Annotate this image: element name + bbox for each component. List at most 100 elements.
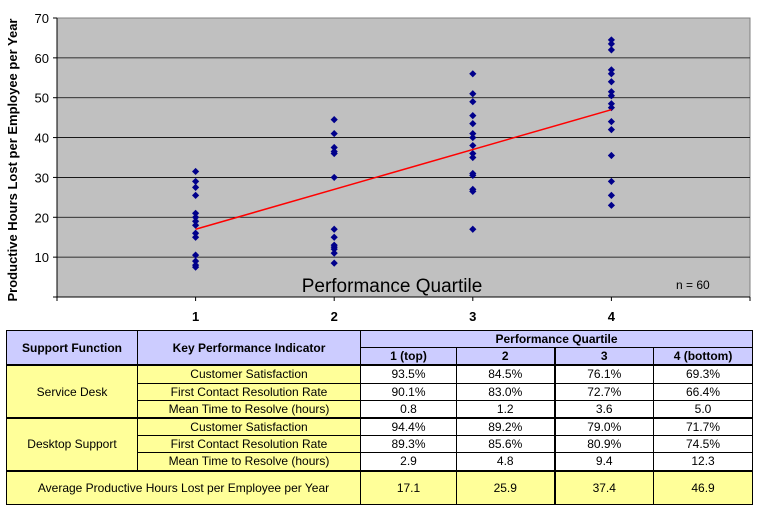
data-point bbox=[192, 177, 200, 186]
data-point bbox=[607, 118, 615, 126]
data-point bbox=[330, 143, 338, 152]
data-point bbox=[607, 191, 615, 199]
table-cell: 90.1% bbox=[360, 382, 457, 401]
footer-cell: 46.9 bbox=[652, 470, 754, 505]
header-support-function: Support Function bbox=[6, 330, 138, 367]
data-point bbox=[607, 36, 615, 44]
table-cell: 2.9 bbox=[360, 452, 457, 472]
data-point bbox=[607, 201, 615, 209]
table-subheader-row: 1 (top) 2 3 4 (bottom) bbox=[7, 347, 754, 367]
y-tick-label: 70 bbox=[35, 11, 49, 26]
data-point bbox=[192, 263, 200, 271]
table-cell: 69.3% bbox=[652, 364, 754, 384]
data-point bbox=[330, 129, 338, 138]
data-point bbox=[192, 251, 200, 259]
header-quartile-2: 2 bbox=[456, 347, 555, 367]
data-point bbox=[330, 245, 338, 253]
table-cell: 1.2 bbox=[456, 399, 555, 419]
table-row: Mean Time to Resolve (hours) 2.9 4.8 9.4… bbox=[7, 452, 754, 472]
data-point bbox=[192, 167, 200, 176]
header-kpi: Key Performance Indicator bbox=[137, 330, 361, 367]
kpi-label: Mean Time to Resolve (hours) bbox=[137, 399, 361, 419]
data-point bbox=[607, 46, 615, 54]
y-tick-label: 40 bbox=[35, 131, 49, 146]
gridlines bbox=[57, 57, 750, 258]
header-quartile-4: 4 (bottom) bbox=[652, 347, 754, 367]
data-point bbox=[330, 149, 338, 158]
table-header-row: Support Function Key Performance Indicat… bbox=[6, 329, 754, 367]
data-point bbox=[469, 225, 477, 233]
y-axis-title: Productive Hours Lost per Employee per Y… bbox=[5, 19, 20, 302]
data-point bbox=[607, 88, 615, 96]
data-point bbox=[192, 209, 200, 217]
table-cell: 83.0% bbox=[456, 382, 555, 401]
data-point bbox=[607, 92, 615, 100]
trend-line bbox=[195, 108, 612, 230]
data-point bbox=[607, 78, 615, 86]
kpi-label: Customer Satisfaction bbox=[137, 364, 361, 384]
table-cell: 71.7% bbox=[652, 417, 754, 437]
data-point bbox=[330, 116, 338, 124]
data-point bbox=[469, 171, 477, 180]
table-cell: 72.7% bbox=[553, 382, 654, 401]
data-point bbox=[330, 259, 338, 267]
table-cell: 89.2% bbox=[456, 417, 555, 437]
data-point bbox=[192, 233, 200, 241]
data-point bbox=[607, 70, 615, 78]
table-cell: 9.4 bbox=[553, 452, 654, 472]
y-tick-label: 20 bbox=[35, 210, 49, 225]
table-row: First Contact Resolution Rate 90.1% 83.0… bbox=[7, 382, 754, 401]
data-point bbox=[607, 100, 615, 108]
y-tick-label: 30 bbox=[35, 170, 49, 185]
footer-cell: 37.4 bbox=[553, 470, 654, 505]
table-cell: 74.5% bbox=[652, 435, 754, 454]
data-point bbox=[469, 149, 477, 158]
x-tick-label: 1 bbox=[192, 309, 199, 324]
data-point bbox=[192, 191, 200, 199]
footer-cell: 25.9 bbox=[456, 470, 555, 505]
kpi-label: First Contact Resolution Rate bbox=[137, 382, 361, 401]
table-cell: 66.4% bbox=[652, 382, 754, 401]
kpi-label: Mean Time to Resolve (hours) bbox=[137, 452, 361, 472]
y-tick-label: 10 bbox=[35, 250, 49, 265]
data-point bbox=[469, 129, 477, 138]
footer-cell: 17.1 bbox=[360, 470, 457, 505]
data-point bbox=[469, 70, 477, 78]
data-point bbox=[330, 249, 338, 257]
data-point bbox=[330, 225, 338, 233]
data-point bbox=[607, 177, 615, 186]
table-cell: 79.0% bbox=[553, 417, 654, 437]
x-axis-ticks: 1 2 3 4 bbox=[56, 297, 751, 324]
x-tick-label: 4 bbox=[608, 309, 616, 324]
data-point bbox=[192, 257, 200, 265]
data-point bbox=[607, 151, 615, 160]
data-point bbox=[469, 133, 477, 142]
table-cell: 0.8 bbox=[360, 399, 457, 419]
table-footer-row: Average Productive Hours Lost per Employ… bbox=[6, 470, 754, 505]
data-point bbox=[607, 66, 615, 74]
table-row: Service Desk Customer Satisfaction 93.5%… bbox=[6, 364, 754, 419]
plot-area bbox=[56, 17, 751, 298]
data-point bbox=[330, 173, 338, 182]
header-quartile-3: 3 bbox=[553, 347, 654, 367]
data-point bbox=[192, 183, 200, 191]
x-axis-title: Performance Quartile bbox=[302, 276, 483, 297]
y-tick-label: 60 bbox=[35, 51, 49, 66]
data-point bbox=[469, 187, 477, 195]
x-tick-label: 3 bbox=[469, 309, 476, 324]
scatter-chart: 10 20 30 40 50 60 70 1 2 3 4 Productive Hours Los… bbox=[5, 11, 751, 324]
data-point bbox=[192, 221, 200, 229]
data-point bbox=[469, 90, 477, 98]
data-point bbox=[192, 229, 200, 237]
data-point bbox=[469, 153, 477, 162]
table-row: Mean Time to Resolve (hours) 0.8 1.2 3.6… bbox=[7, 399, 754, 419]
table-cell: 84.5% bbox=[456, 364, 555, 384]
table-cell: 5.0 bbox=[652, 399, 754, 419]
y-tick-label: 50 bbox=[35, 91, 49, 106]
data-point bbox=[607, 126, 615, 134]
data-point bbox=[469, 141, 477, 150]
data-point bbox=[192, 217, 200, 225]
table-cell: 76.1% bbox=[553, 364, 654, 384]
sample-size-note: n = 60 bbox=[676, 278, 710, 292]
table-cell: 89.3% bbox=[360, 435, 457, 454]
